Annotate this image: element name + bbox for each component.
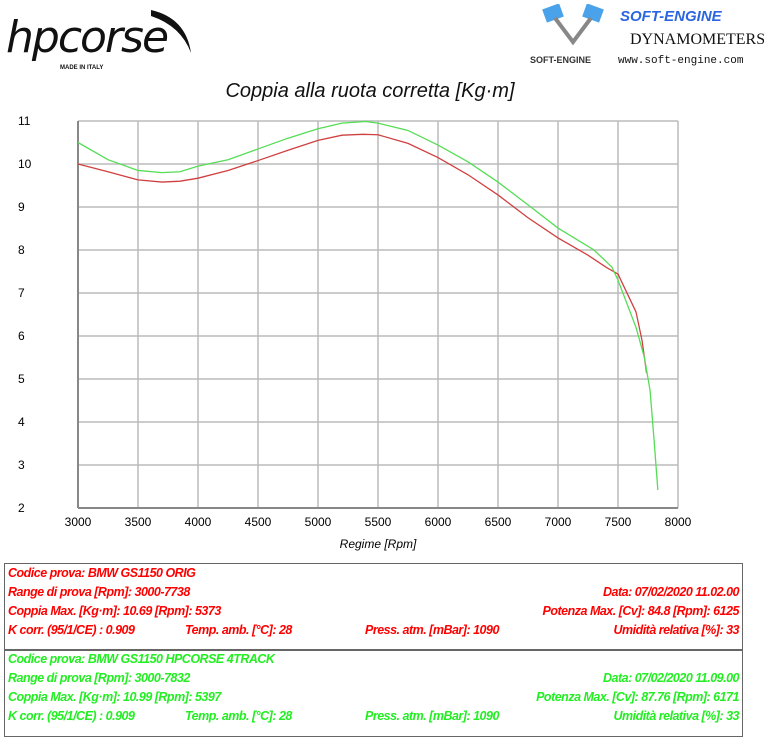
test-coppia: Coppia Max. [Kg·m]: 10.69 [Rpm]: 5373 (8, 604, 221, 618)
test-info-box: Codice prova: BMW GS1150 HPCORSE 4TRACK R… (4, 649, 743, 737)
test-kcorr: K corr. (95/1/CE) : 0.909 (8, 709, 135, 723)
piston-icon (542, 4, 604, 46)
chart-title: Coppia alla ruota corretta [Kg·m] (225, 80, 515, 102)
test-kcorr: K corr. (95/1/CE) : 0.909 (8, 623, 135, 637)
series-line-1 (77, 120, 659, 490)
soft-engine-mark: SOFT-ENGINE (530, 55, 592, 65)
y-tick-label: 10 (18, 157, 32, 171)
test-temp: Temp. amb. [°C]: 28 (185, 709, 292, 723)
y-tick-label: 4 (18, 415, 25, 429)
x-tick-label: 3000 (65, 515, 92, 529)
x-tick-label: 7000 (545, 515, 572, 529)
x-tick-label: 6000 (425, 515, 452, 529)
test-temp: Temp. amb. [°C]: 28 (185, 623, 292, 637)
y-tick-label: 2 (18, 501, 25, 515)
y-tick-label: 5 (18, 372, 25, 386)
swoosh-icon (151, 10, 191, 53)
x-axis-label: Regime [Rpm] (340, 537, 417, 551)
x-tick-label: 5000 (305, 515, 332, 529)
x-tick-label: 4000 (185, 515, 212, 529)
x-tick-label: 5500 (365, 515, 392, 529)
soft-engine-url: www.soft-engine.com (618, 55, 744, 67)
series-line-0 (77, 133, 648, 374)
test-potenza: Potenza Max. [Cv]: 84.8 [Rpm]: 6125 (542, 604, 740, 618)
test-codice: Codice prova: BMW GS1150 HPCORSE 4TRACK (8, 652, 275, 666)
soft-engine-subtitle: DYNAMOMETERS (630, 31, 764, 48)
hpcorse-logo: hpcorse MADE IN ITALY (6, 8, 196, 74)
y-tick-label: 8 (18, 243, 25, 257)
x-tick-label: 8000 (665, 515, 692, 529)
y-tick-label: 3 (18, 458, 25, 472)
hpcorse-logo-text: hpcorse (6, 12, 169, 63)
soft-engine-name: SOFT-ENGINE (620, 8, 722, 25)
soft-engine-logo: SOFT-ENGINE DYNAMOMETERS SOFT-ENGINE www… (530, 2, 764, 74)
hpcorse-tagline: MADE IN ITALY (60, 65, 104, 71)
test-umid: Umidità relativa [%]: 33 (613, 623, 739, 637)
x-tick-label: 4500 (245, 515, 272, 529)
test-umid: Umidità relativa [%]: 33 (613, 709, 739, 723)
test-codice: Codice prova: BMW GS1150 ORIG (8, 566, 196, 580)
y-tick-label: 11 (18, 114, 31, 128)
test-press: Press. atm. [mBar]: 1090 (365, 623, 499, 637)
x-tick-label: 6500 (485, 515, 512, 529)
test-press: Press. atm. [mBar]: 1090 (365, 709, 499, 723)
y-tick-label: 6 (18, 329, 25, 343)
test-info-box: Codice prova: BMW GS1150 ORIG Range di pr… (4, 563, 743, 651)
x-tick-label: 7500 (605, 515, 632, 529)
test-data: Data: 07/02/2020 11.02.00 (603, 585, 740, 599)
y-tick-label: 7 (18, 286, 25, 300)
test-coppia: Coppia Max. [Kg·m]: 10.99 [Rpm]: 5397 (8, 690, 221, 704)
y-tick-label: 9 (18, 200, 25, 214)
test-potenza: Potenza Max. [Cv]: 87.76 [Rpm]: 6171 (536, 690, 739, 704)
torque-chart: 3000 3500 4000 4500 5000 5500 6000 6500 7000 7500… (18, 114, 692, 551)
x-tick-label: 3500 (125, 515, 152, 529)
test-data: Data: 07/02/2020 11.09.00 (603, 671, 740, 685)
test-range: Range di prova [Rpm]: 3000-7738 (8, 585, 190, 599)
test-range: Range di prova [Rpm]: 3000-7832 (8, 671, 190, 685)
